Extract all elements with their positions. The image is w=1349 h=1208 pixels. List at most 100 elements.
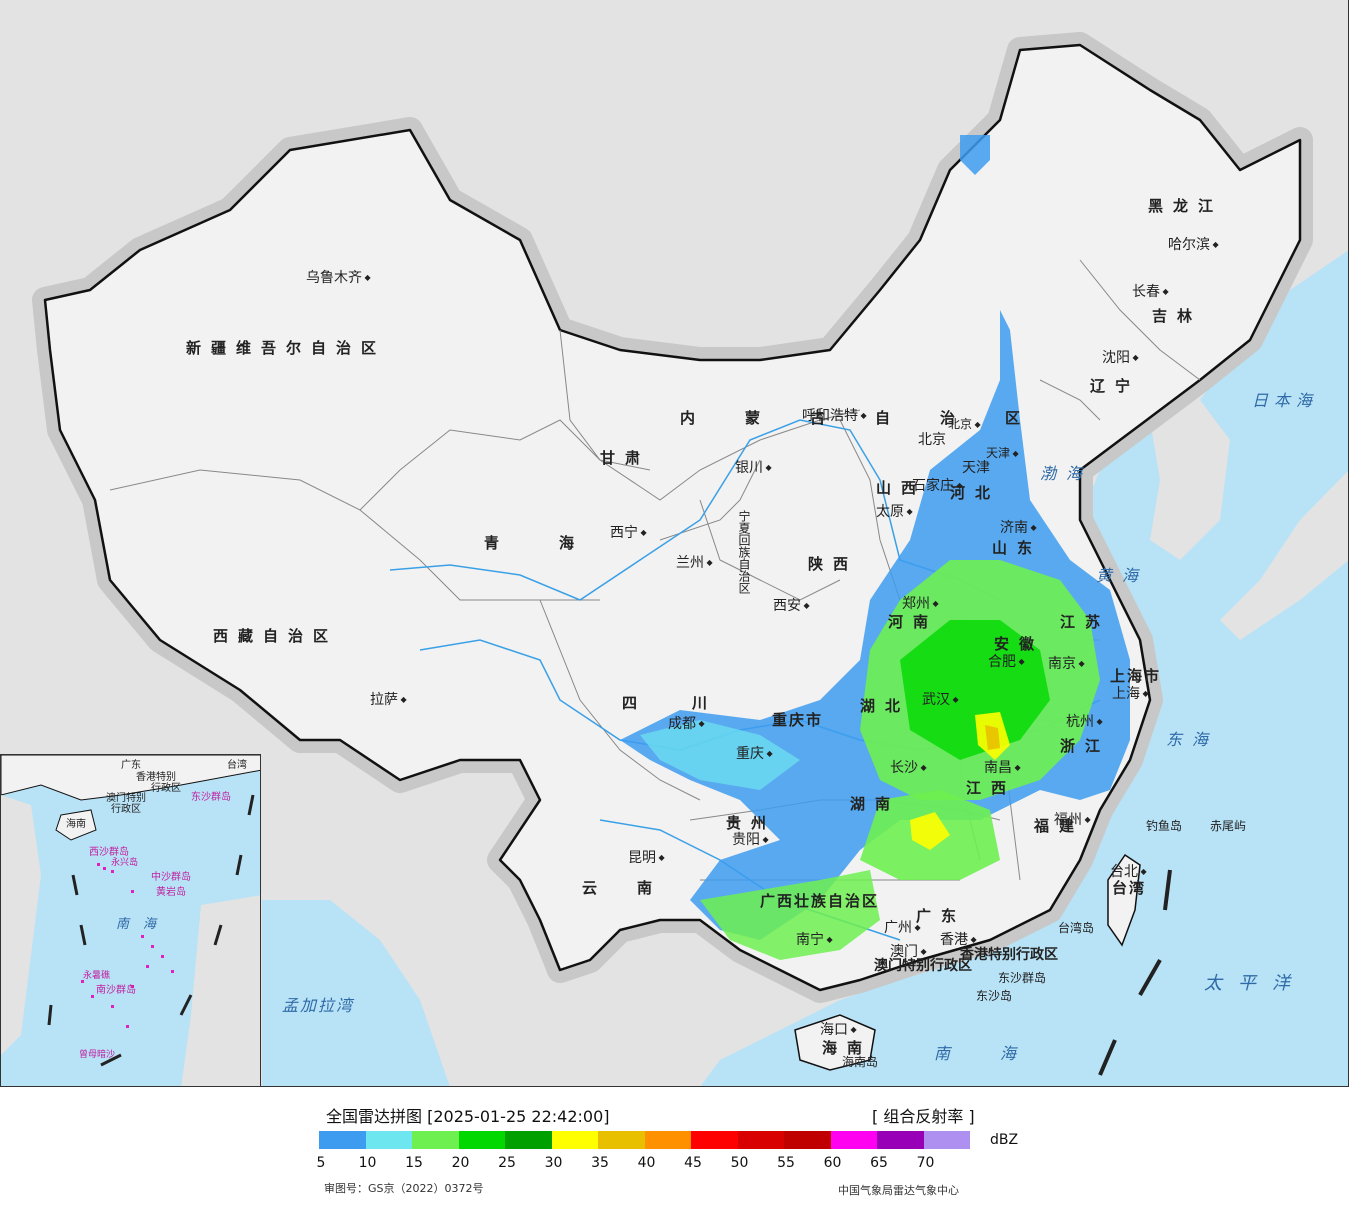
city-shijiazhuang: 石家庄	[912, 478, 963, 494]
inset-label-zengmu: 曾母暗沙	[79, 1050, 116, 1060]
legend-tick-label: 60	[823, 1155, 842, 1171]
legend-unit: dBZ	[990, 1132, 1019, 1148]
inset-islands	[81, 863, 174, 1028]
sea-japan: 日本海	[1252, 391, 1319, 410]
legend-color-cell	[830, 1131, 877, 1149]
data-source: 中国气象局雷达气象中心	[838, 1184, 959, 1197]
inset-philippines	[181, 895, 260, 1086]
label-guangxi: 广西壮族自治区	[760, 892, 880, 910]
legend-color-cell	[598, 1131, 645, 1149]
label-guizhou: 贵州	[726, 814, 777, 832]
inset-label-yongshu: 永暑礁	[83, 971, 111, 981]
label-ningxia: 宁夏回族自治区	[737, 510, 751, 594]
label-sichuan: 四川	[622, 694, 763, 712]
label-anhui: 安徽	[994, 635, 1045, 653]
city-nanchang: 南昌	[984, 760, 1021, 776]
legend-tick-label: 70	[916, 1155, 935, 1171]
island-diaoyu: 钓鱼岛	[1146, 819, 1183, 833]
city-beijing: 北京	[948, 416, 981, 433]
label-hainan: 海南	[822, 1039, 873, 1057]
city-nanning: 南宁	[796, 932, 833, 948]
city-urumqi: 乌鲁木齐	[306, 270, 371, 286]
inset-label-macau-1: 澳门特别	[106, 793, 146, 804]
city-xian: 西安	[773, 598, 810, 614]
legend-tick-label: 65	[870, 1155, 888, 1171]
bay-of-bengal	[262, 900, 450, 1086]
legend-color-cell	[737, 1131, 784, 1149]
label-gansu: 甘肃	[600, 449, 651, 467]
city-shenyang: 沈阳	[1102, 350, 1139, 366]
city-changchun: 长春	[1132, 284, 1169, 300]
legend-color-cell	[365, 1131, 412, 1149]
city-yinchuan: 银川	[735, 460, 772, 476]
city-tianjin: 天津	[986, 445, 1019, 462]
south-china-sea-inset: 广东 香港特别 行政区 澳门特别 行政区 东沙群岛 海南 西沙群岛 永兴岛 中沙…	[0, 754, 261, 1086]
city-guangzhou: 广州	[884, 920, 921, 936]
legend-color-cell	[784, 1131, 831, 1149]
label-taiwan: 台湾	[1112, 879, 1147, 897]
city-chengdu: 成都	[668, 716, 705, 732]
inset-mainland	[1, 755, 260, 801]
label-jiangsu: 江苏	[1060, 613, 1111, 631]
city-hefei: 合肥	[988, 654, 1025, 670]
legend-tick-label: 35	[591, 1155, 609, 1171]
legend-color-cell	[458, 1131, 505, 1149]
city-taipei: 台北	[1110, 864, 1147, 880]
city-lanzhou: 兰州	[676, 555, 713, 571]
legend-tick-label: 55	[777, 1155, 795, 1171]
inset-label-hk-2: 行政区	[151, 783, 181, 794]
label-heilongjiang: 黑龙江	[1148, 197, 1224, 215]
legend-tick-label: 45	[684, 1155, 702, 1171]
city-hohhot: 呼和浩特	[802, 408, 867, 424]
city-chongqing: 重庆	[736, 746, 773, 762]
city-hangzhou: 杭州	[1066, 714, 1103, 730]
inset-label-xisha: 西沙群岛	[89, 847, 129, 858]
japan-sea	[1240, 300, 1348, 450]
inset-label-hainan: 海南	[66, 819, 86, 830]
label-beijing: 北京	[918, 432, 946, 448]
label-hongkong-sar: 香港特别行政区	[960, 947, 1058, 963]
label-hubei: 湖北	[860, 697, 911, 715]
legend-color-cell	[319, 1131, 366, 1149]
map-approval-number: 审图号：GS京（2022）0372号	[324, 1182, 484, 1195]
radar-echoes	[620, 135, 1130, 960]
sea-yellow: 黄海	[1096, 566, 1149, 585]
legend-color-cell	[923, 1131, 970, 1149]
island-dongsha: 东沙岛	[976, 989, 1013, 1003]
inset-canvas	[1, 755, 260, 1086]
legend-tick-label: 15	[405, 1155, 423, 1171]
city-nanjing: 南京	[1048, 656, 1085, 672]
inset-label-huangyan: 黄岩岛	[156, 887, 186, 898]
legend-color-cell	[412, 1131, 459, 1149]
radar-map: 新疆维吾尔自治区 西藏自治区 青海 甘肃 四川 云南 内蒙古自治区 黑龙江 吉林…	[0, 0, 1349, 1087]
legend-tick-label: 25	[498, 1155, 516, 1171]
legend-tick-label: 50	[730, 1155, 749, 1171]
korea-land	[1150, 400, 1230, 560]
japan-land	[1220, 471, 1348, 640]
label-zhejiang: 浙江	[1060, 737, 1111, 755]
inset-label-taiwan: 台湾	[227, 760, 247, 771]
inset-label-nansha: 南沙群岛	[96, 985, 136, 996]
inset-label-guangdong: 广东	[121, 760, 141, 771]
label-xinjiang: 新疆维吾尔自治区	[186, 339, 387, 357]
label-shaanxi: 陕西	[808, 555, 859, 573]
legend-tick-label: 10	[358, 1155, 377, 1171]
city-zhengzhou: 郑州	[902, 596, 939, 612]
inset-indochina	[1, 795, 41, 1055]
city-changsha: 长沙	[890, 760, 927, 776]
inset-nine-dash	[47, 794, 255, 1067]
sea-east: 东海	[1166, 730, 1219, 749]
label-xizang: 西藏自治区	[213, 627, 339, 645]
legend-tick-label: 30	[544, 1155, 563, 1171]
legend-color-cell	[551, 1131, 598, 1149]
city-harbin: 哈尔滨	[1168, 237, 1219, 253]
city-wuhan: 武汉	[922, 692, 959, 708]
label-liaoning: 辽宁	[1090, 377, 1141, 395]
inset-hainan	[55, 809, 97, 841]
legend-tick-label: 5	[316, 1155, 326, 1171]
island-hainan: 海南岛	[842, 1055, 879, 1069]
label-jilin: 吉林	[1152, 307, 1203, 325]
legend-ticks: 5 10 15 20 25 30 35 40 45 50 55 60 65 70	[0, 1155, 1349, 1171]
city-xining: 西宁	[610, 525, 647, 541]
city-shanghai: 上海	[1112, 686, 1149, 702]
